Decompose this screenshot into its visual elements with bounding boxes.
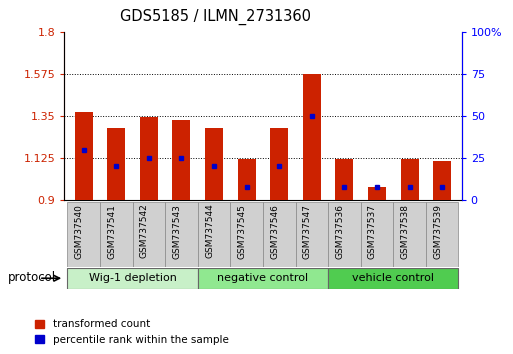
Bar <box>75 112 93 200</box>
Text: GSM737547: GSM737547 <box>303 204 312 259</box>
Bar <box>368 187 386 200</box>
Bar <box>336 159 353 200</box>
Bar <box>107 128 125 200</box>
Text: protocol: protocol <box>8 272 56 284</box>
Bar <box>433 161 451 200</box>
Bar <box>205 128 223 200</box>
Bar <box>198 268 328 289</box>
Text: vehicle control: vehicle control <box>352 273 435 283</box>
Bar <box>270 128 288 200</box>
Text: GSM737542: GSM737542 <box>140 204 149 258</box>
Text: GSM737545: GSM737545 <box>238 204 247 259</box>
Legend: transformed count, percentile rank within the sample: transformed count, percentile rank withi… <box>31 315 233 349</box>
Bar <box>230 202 263 267</box>
Text: GSM737543: GSM737543 <box>172 204 182 259</box>
Text: GSM737546: GSM737546 <box>270 204 279 259</box>
Text: GSM737536: GSM737536 <box>336 204 344 259</box>
Bar <box>198 202 230 267</box>
Bar <box>328 202 361 267</box>
Bar <box>328 268 459 289</box>
Text: negative control: negative control <box>218 273 308 283</box>
Bar <box>172 120 190 200</box>
Text: GDS5185 / ILMN_2731360: GDS5185 / ILMN_2731360 <box>120 9 311 25</box>
Bar <box>426 202 459 267</box>
Bar <box>401 159 419 200</box>
Bar <box>140 117 158 200</box>
Bar <box>67 202 100 267</box>
Bar <box>361 202 393 267</box>
Bar <box>263 202 295 267</box>
Text: GSM737538: GSM737538 <box>401 204 409 259</box>
Bar <box>132 202 165 267</box>
Bar <box>100 202 132 267</box>
Bar <box>393 202 426 267</box>
Text: GSM737537: GSM737537 <box>368 204 377 259</box>
Text: Wig-1 depletion: Wig-1 depletion <box>89 273 176 283</box>
Bar <box>238 159 255 200</box>
Bar <box>303 74 321 200</box>
Text: GSM737544: GSM737544 <box>205 204 214 258</box>
Text: GSM737541: GSM737541 <box>107 204 116 259</box>
Text: GSM737539: GSM737539 <box>433 204 442 259</box>
Bar <box>295 202 328 267</box>
Text: GSM737540: GSM737540 <box>75 204 84 259</box>
Bar <box>67 268 198 289</box>
Bar <box>165 202 198 267</box>
